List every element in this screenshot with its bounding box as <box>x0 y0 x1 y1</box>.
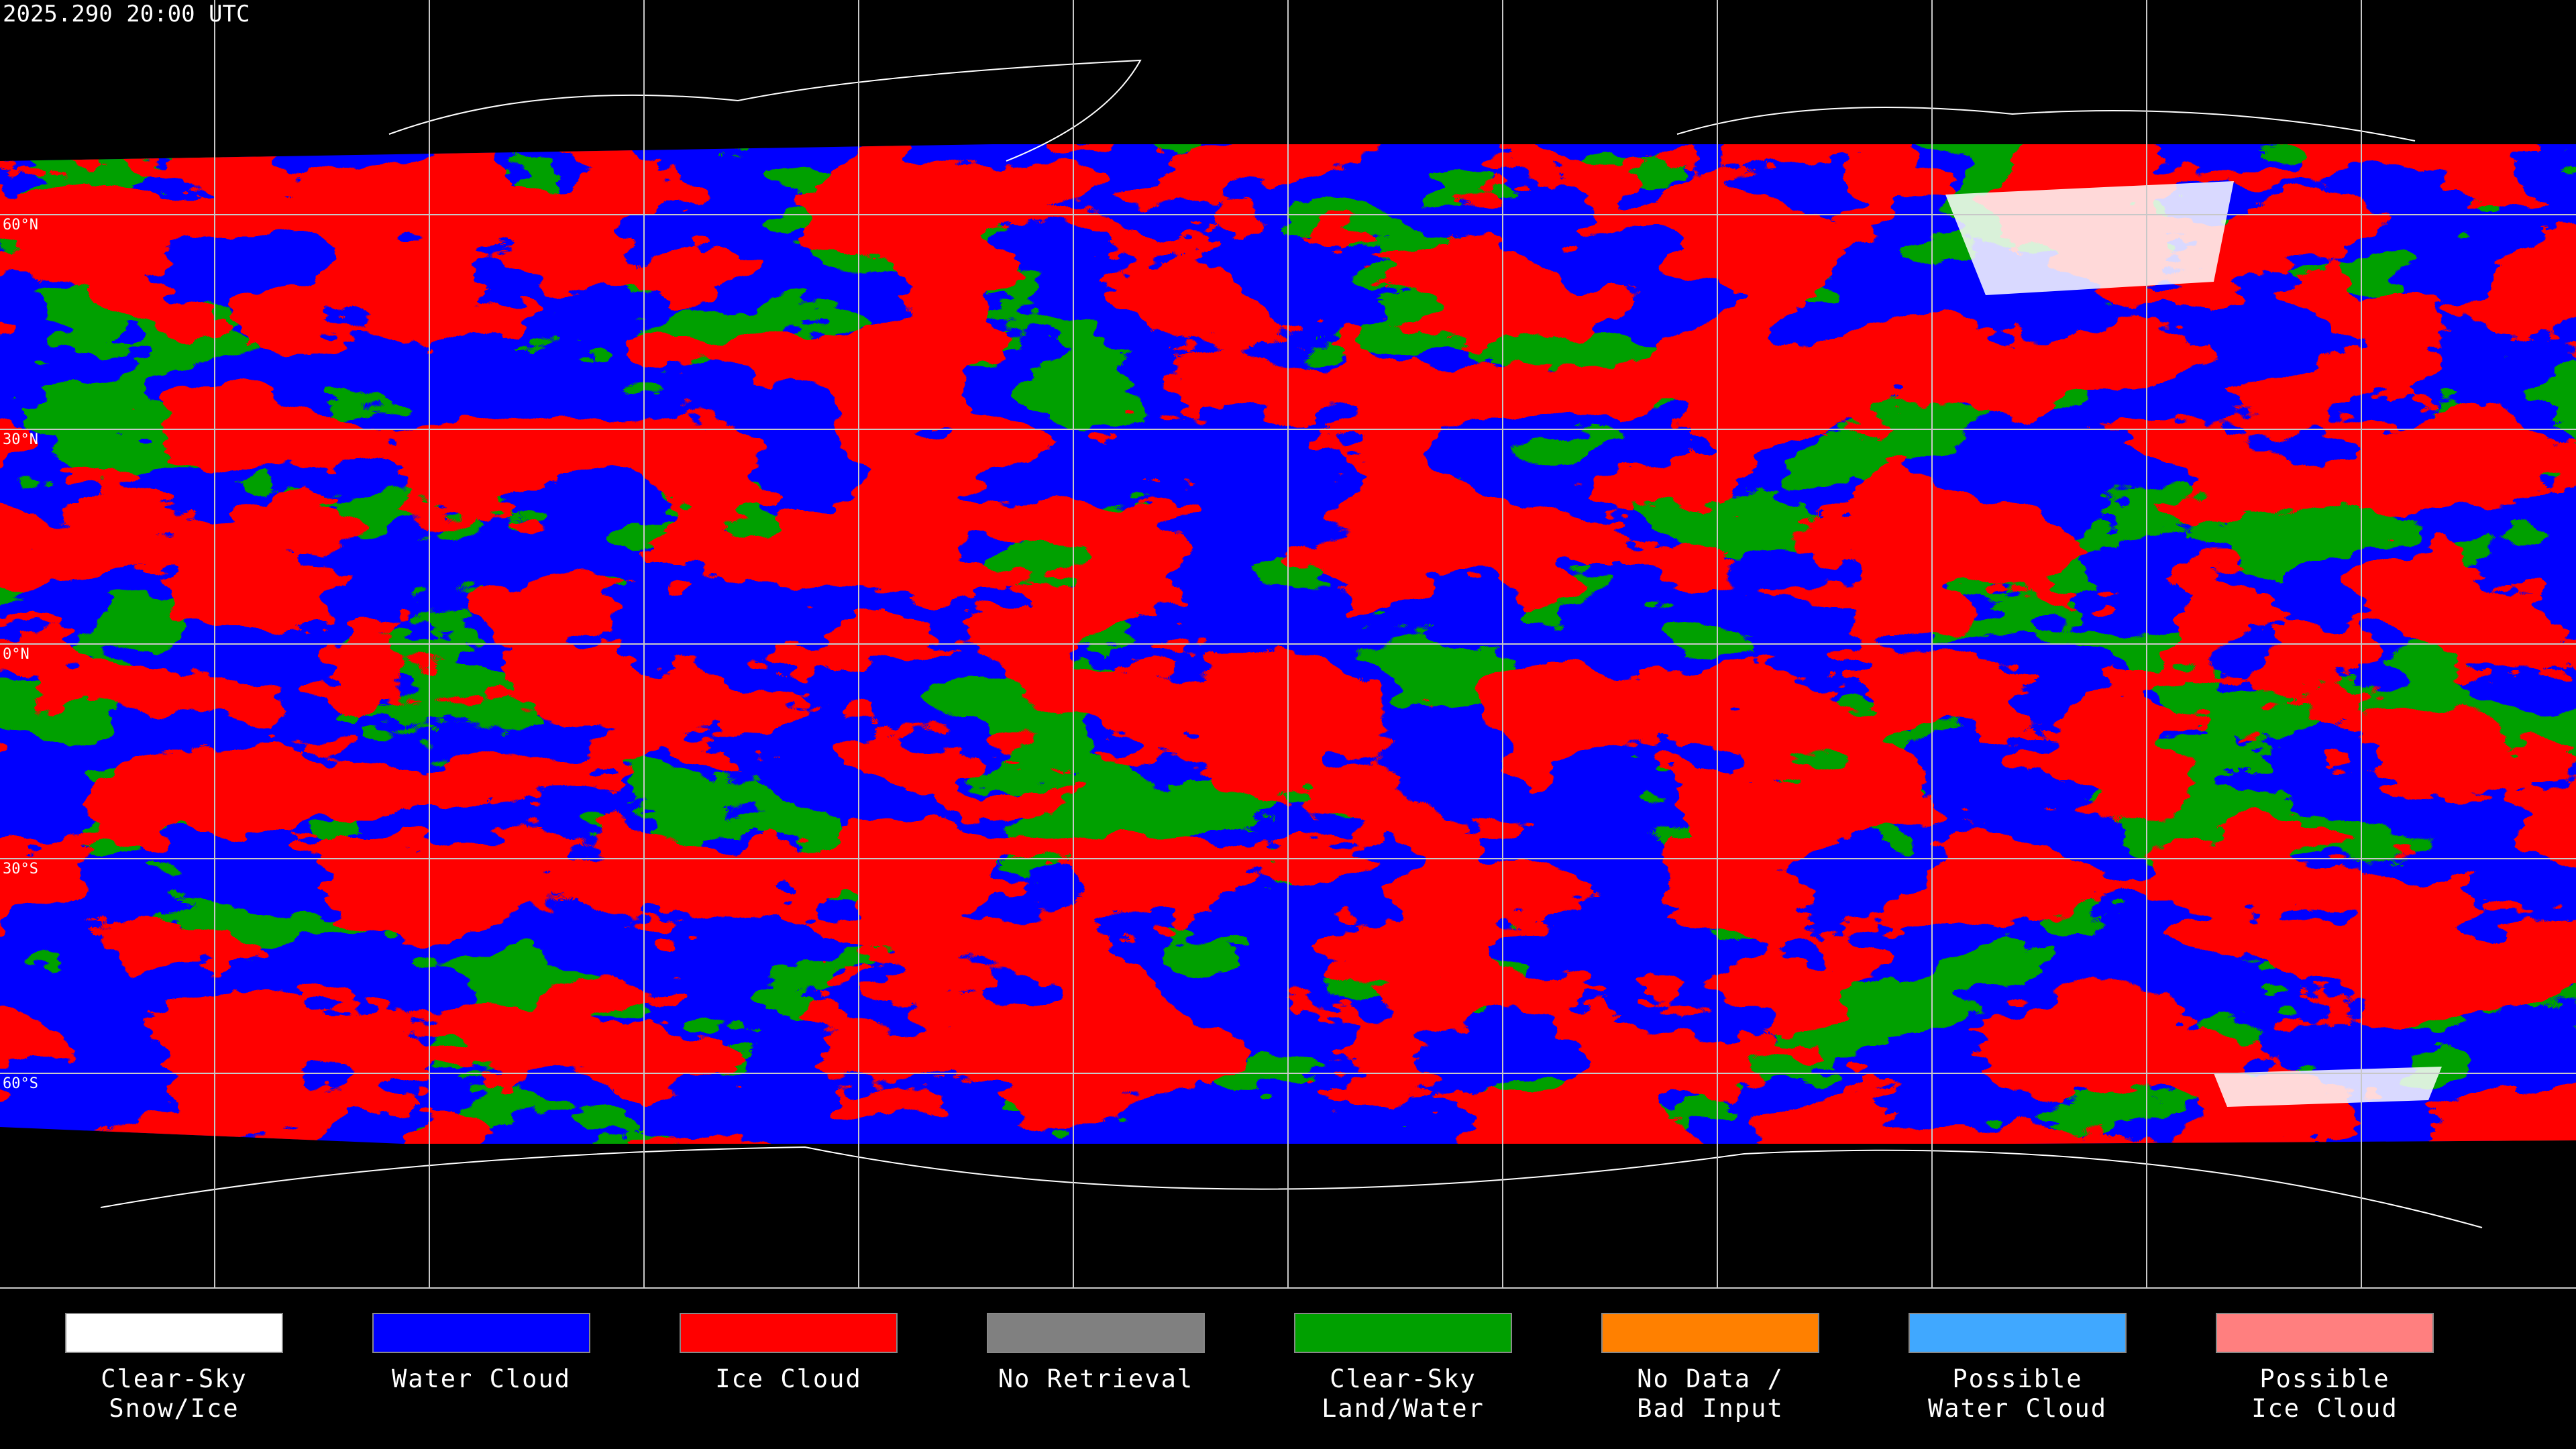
legend-swatch <box>680 1313 898 1353</box>
legend-label-line: Clear-Sky <box>1330 1364 1476 1393</box>
legend-label-line: Water Cloud <box>1928 1394 2107 1423</box>
coastline <box>388 59 1142 162</box>
legend-swatch <box>372 1313 590 1353</box>
latitude-label: 30°N <box>3 431 38 448</box>
legend-label: Ice Cloud <box>715 1364 861 1393</box>
legend-label-line: Possible <box>2259 1364 2390 1393</box>
legend-label-line: Snow/Ice <box>109 1394 239 1423</box>
legend-label: Water Cloud <box>392 1364 571 1393</box>
legend-label-line: Bad Input <box>1637 1394 1783 1423</box>
legend-label-line: Clear-Sky <box>101 1364 247 1393</box>
legend-swatch <box>65 1313 283 1353</box>
legend-label-line: Ice Cloud <box>2251 1394 2398 1423</box>
snow-ice-patch <box>2214 1067 2442 1107</box>
legend-label-line: No Retrieval <box>998 1364 1193 1393</box>
legend-label: No Data / Bad Input <box>1637 1364 1783 1423</box>
legend-label-line: Land/Water <box>1322 1394 1485 1423</box>
snow-ice-patch <box>1945 181 2234 295</box>
legend-label: Clear-Sky Snow/Ice <box>101 1364 247 1423</box>
legend-swatch <box>1601 1313 1819 1353</box>
legend-label-line: Ice Cloud <box>715 1364 861 1393</box>
latitude-label: 30°S <box>3 861 38 877</box>
legend-swatch <box>1294 1313 1512 1353</box>
legend-label-line: No Data / <box>1637 1364 1783 1393</box>
graticule <box>0 0 2576 1288</box>
legend-swatch <box>987 1313 1205 1353</box>
legend-label-line: Possible <box>1952 1364 2082 1393</box>
latitude-label: 60°S <box>3 1075 38 1092</box>
latitude-label: 60°N <box>3 217 38 233</box>
legend-swatch <box>2216 1313 2434 1353</box>
legend-label: Possible Water Cloud <box>1928 1364 2107 1423</box>
timestamp: 2025.290 20:00 UTC <box>3 1 250 28</box>
legend-label: Possible Ice Cloud <box>2251 1364 2398 1423</box>
coastline <box>1676 107 2416 142</box>
legend-label: Clear-Sky Land/Water <box>1322 1364 1485 1423</box>
coastlines <box>100 59 2483 1228</box>
legend-swatch <box>1909 1313 2127 1353</box>
legend-label: No Retrieval <box>998 1364 1193 1393</box>
latitude-label: 0°N <box>3 646 30 663</box>
coastline <box>100 1146 2483 1228</box>
legend-label-line: Water Cloud <box>392 1364 571 1393</box>
